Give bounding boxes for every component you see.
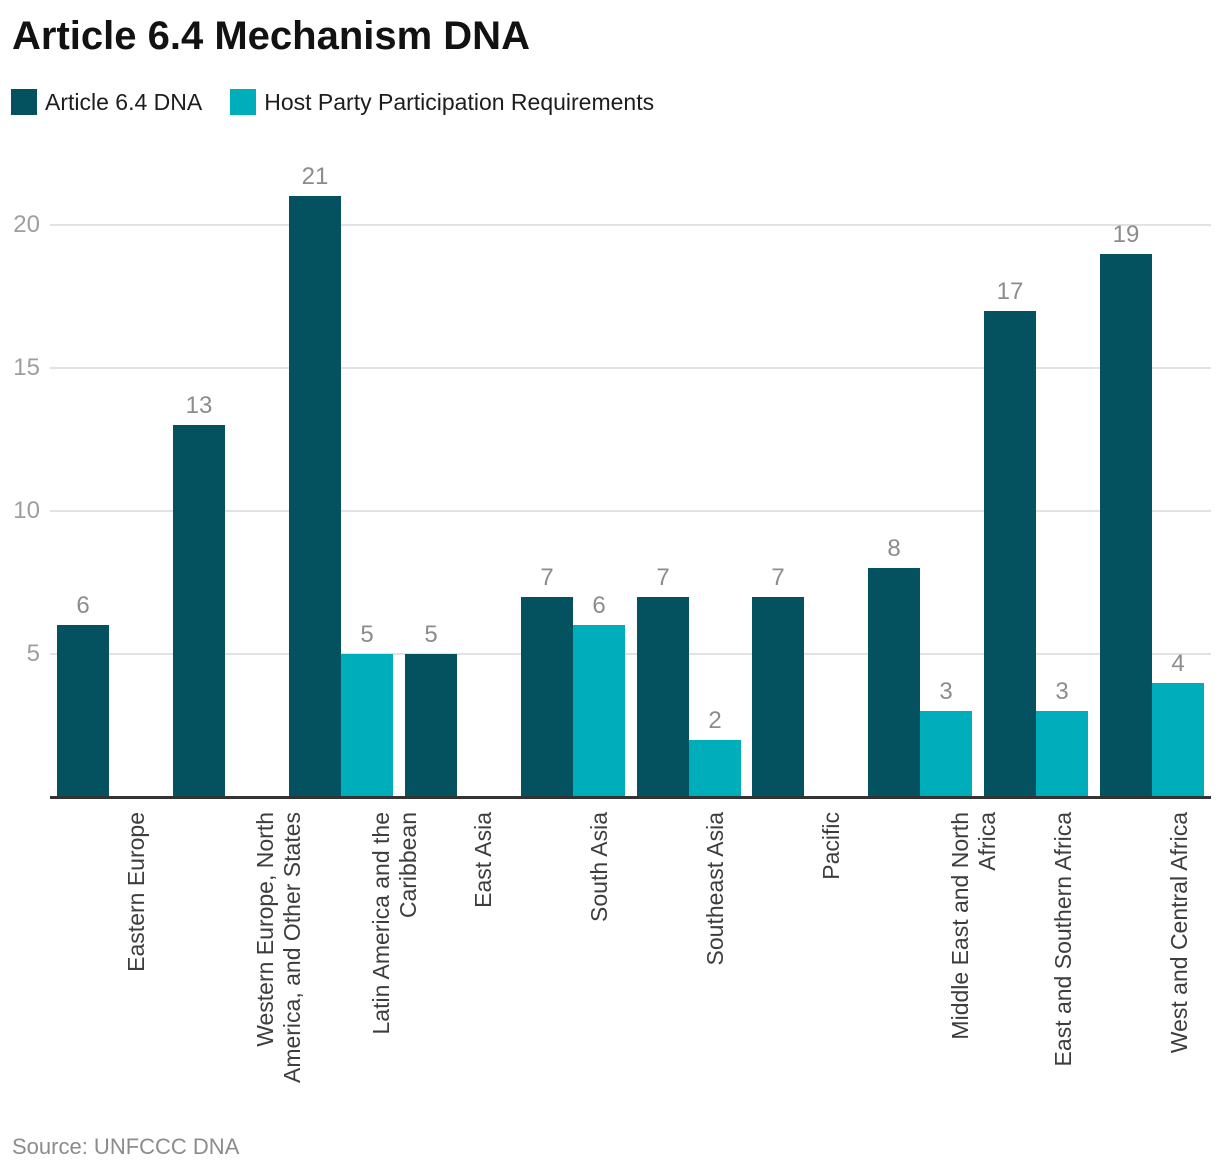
y-tick-label: 5	[26, 640, 40, 667]
bar-value-label: 4	[1171, 650, 1185, 677]
x-axis-label: Latin America and the Caribbean	[368, 812, 421, 1035]
bar-value-label: 7	[656, 564, 670, 591]
bar	[752, 597, 804, 797]
x-axis-label: Pacific	[818, 812, 844, 880]
legend-label: Article 6.4 DNA	[45, 89, 203, 115]
legend-item-host-party: Host Party Participation Requirements	[230, 89, 654, 115]
legend-label: Host Party Participation Requirements	[264, 89, 655, 115]
x-axis-label: West and Central Africa	[1166, 812, 1192, 1054]
bar-value-label: 6	[592, 592, 606, 619]
bar	[57, 625, 109, 797]
x-axis-label: Eastern Europe	[123, 812, 149, 972]
source-note: Source: UNFCCC DNA	[12, 1134, 240, 1159]
bar	[868, 568, 920, 797]
x-axis-label: Middle East and North Africa	[947, 812, 1000, 1040]
x-axis-label: South Asia	[586, 812, 612, 922]
bar-value-label: 7	[771, 564, 785, 591]
bar-value-label: 5	[424, 621, 438, 648]
bar	[689, 740, 741, 797]
gridline	[50, 653, 1211, 655]
bar-value-label: 6	[76, 592, 90, 619]
legend-swatch-dark	[11, 89, 37, 115]
bar	[289, 196, 341, 797]
gridline	[50, 224, 1211, 226]
gridline	[50, 510, 1211, 512]
bar	[173, 425, 225, 797]
bar-value-label: 19	[1112, 221, 1140, 248]
bar	[521, 597, 573, 797]
x-axis-label: Southeast Asia	[702, 812, 728, 966]
y-tick-label: 15	[13, 354, 40, 381]
gridline	[50, 367, 1211, 369]
chart-title: Article 6.4 Mechanism DNA	[12, 14, 530, 58]
y-tick-label: 10	[13, 497, 40, 524]
bar-value-label: 3	[1055, 678, 1069, 705]
bar-value-label: 8	[887, 535, 901, 562]
bar	[920, 711, 972, 797]
bar	[984, 311, 1036, 797]
bar-value-label: 21	[301, 163, 329, 190]
x-axis-line	[50, 796, 1211, 799]
y-tick-label: 20	[13, 211, 40, 238]
bar	[405, 654, 457, 797]
legend-item-article-64-dna: Article 6.4 DNA	[11, 89, 202, 115]
x-axis-label: East Asia	[470, 812, 496, 908]
legend-swatch-cyan	[230, 89, 257, 115]
bar	[1152, 683, 1204, 797]
bar-value-label: 3	[939, 678, 953, 705]
bar	[1100, 254, 1152, 797]
bar	[341, 654, 393, 797]
bar-value-label: 7	[540, 564, 554, 591]
x-axis-label: Western Europe, North America, and Other …	[252, 812, 305, 1084]
bar-value-label: 17	[996, 278, 1024, 305]
bar-value-label: 13	[185, 392, 213, 419]
bar-value-label: 5	[360, 621, 374, 648]
bar-value-label: 2	[708, 707, 722, 734]
bar	[637, 597, 689, 797]
bar	[573, 625, 625, 797]
legend: Article 6.4 DNA Host Party Participation…	[11, 89, 654, 115]
x-axis-label: East and Southern Africa	[1050, 812, 1076, 1067]
bar	[1036, 711, 1088, 797]
